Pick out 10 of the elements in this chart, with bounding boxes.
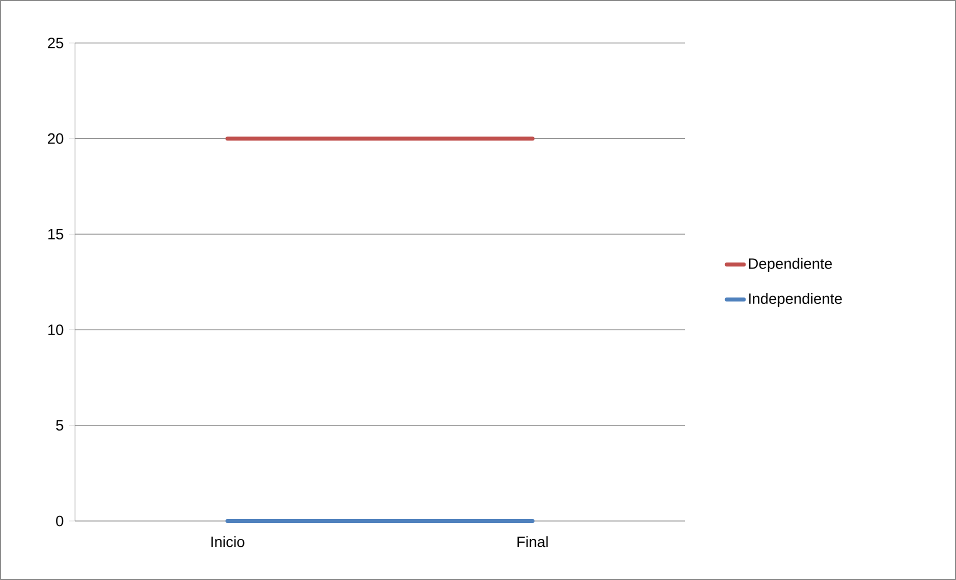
y-tick-label: 25 — [48, 38, 64, 48]
y-tick-label: 20 — [48, 133, 64, 144]
y-tick-label: 5 — [56, 420, 64, 431]
y-tick-label: 10 — [48, 324, 64, 336]
legend-label: Dependiente — [749, 258, 832, 272]
y-tick-label: 0 — [56, 516, 64, 526]
legend-label: Independiente — [749, 292, 842, 307]
x-tick-label: Final — [518, 536, 548, 548]
y-tick-label: 15 — [48, 228, 64, 240]
x-tick-label: Inicio — [211, 536, 244, 548]
